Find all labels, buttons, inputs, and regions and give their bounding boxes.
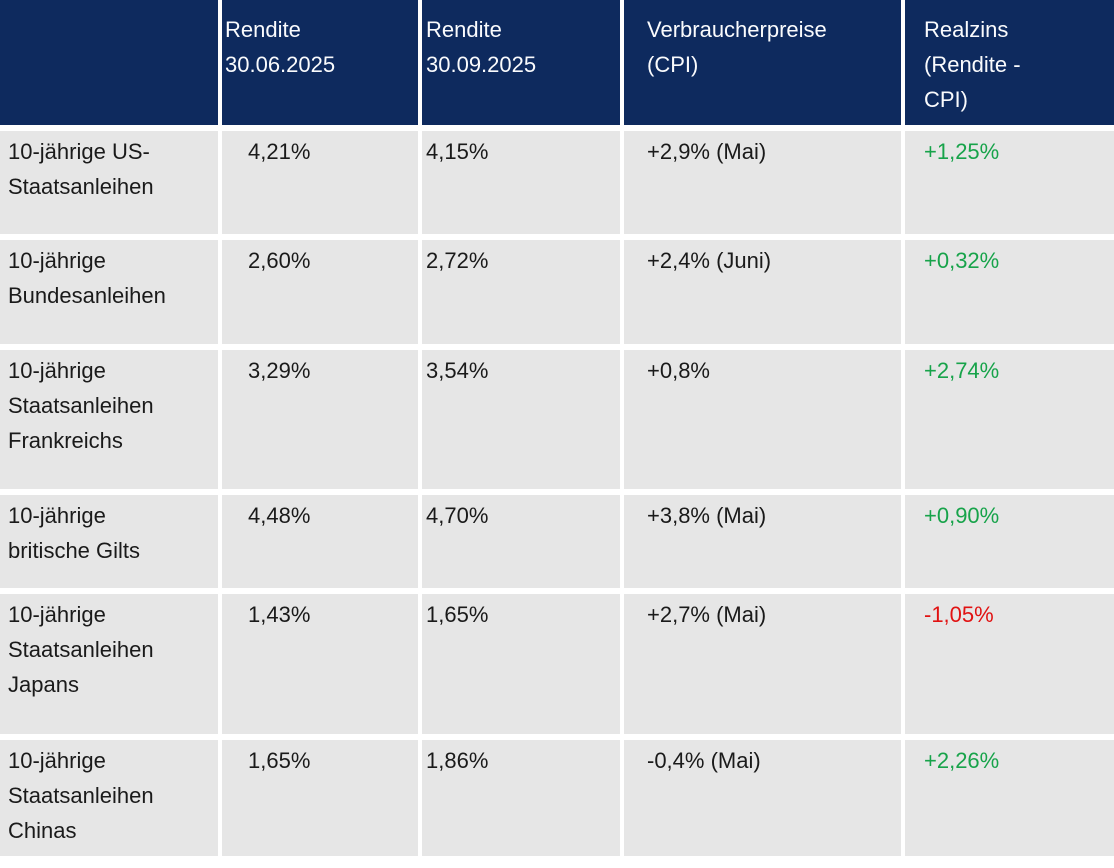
header-cell-rendite-30-09-2025: Rendite 30.09.2025 (422, 0, 620, 125)
cell-rendite-sep: 3,54% (422, 350, 620, 489)
cell-realzins: +0,90% (905, 495, 1114, 588)
cell-realzins: +1,25% (905, 131, 1114, 234)
row-label-frankreich: 10-jährige Staatsanleihen Frankreichs (0, 350, 218, 489)
row-label-china: 10-jährige Staatsanleihen Chinas (0, 740, 218, 856)
row-label-britische-gilts: 10-jährige britische Gilts (0, 495, 218, 588)
cell-rendite-jun: 2,60% (222, 240, 418, 344)
cell-realzins: +0,32% (905, 240, 1114, 344)
cell-rendite-sep: 1,65% (422, 594, 620, 734)
row-label-japan: 10-jährige Staatsanleihen Japans (0, 594, 218, 734)
cell-realzins: +2,26% (905, 740, 1114, 856)
cell-rendite-sep: 1,86% (422, 740, 620, 856)
cell-rendite-jun: 4,48% (222, 495, 418, 588)
header-cell-verbraucherpreise-cpi: Verbraucherpreise (CPI) (624, 0, 901, 125)
cell-realzins: +2,74% (905, 350, 1114, 489)
cell-rendite-jun: 1,65% (222, 740, 418, 856)
header-cell-realzins: Realzins (Rendite - CPI) (905, 0, 1114, 125)
cell-rendite-sep: 2,72% (422, 240, 620, 344)
row-label-us-staatsanleihen: 10-jährige US- Staatsanleihen (0, 131, 218, 234)
row-label-bundesanleihen: 10-jährige Bundesanleihen (0, 240, 218, 344)
cell-cpi: +2,7% (Mai) (624, 594, 901, 734)
cell-cpi: +3,8% (Mai) (624, 495, 901, 588)
cell-rendite-jun: 4,21% (222, 131, 418, 234)
cell-cpi: +2,9% (Mai) (624, 131, 901, 234)
cell-rendite-jun: 1,43% (222, 594, 418, 734)
cell-cpi: +2,4% (Juni) (624, 240, 901, 344)
cell-cpi: +0,8% (624, 350, 901, 489)
cell-rendite-sep: 4,70% (422, 495, 620, 588)
cell-rendite-sep: 4,15% (422, 131, 620, 234)
cell-rendite-jun: 3,29% (222, 350, 418, 489)
cell-realzins: -1,05% (905, 594, 1114, 734)
cell-cpi: -0,4% (Mai) (624, 740, 901, 856)
header-cell-rendite-30-06-2025: Rendite 30.06.2025 (222, 0, 418, 125)
header-cell-empty (0, 0, 218, 125)
